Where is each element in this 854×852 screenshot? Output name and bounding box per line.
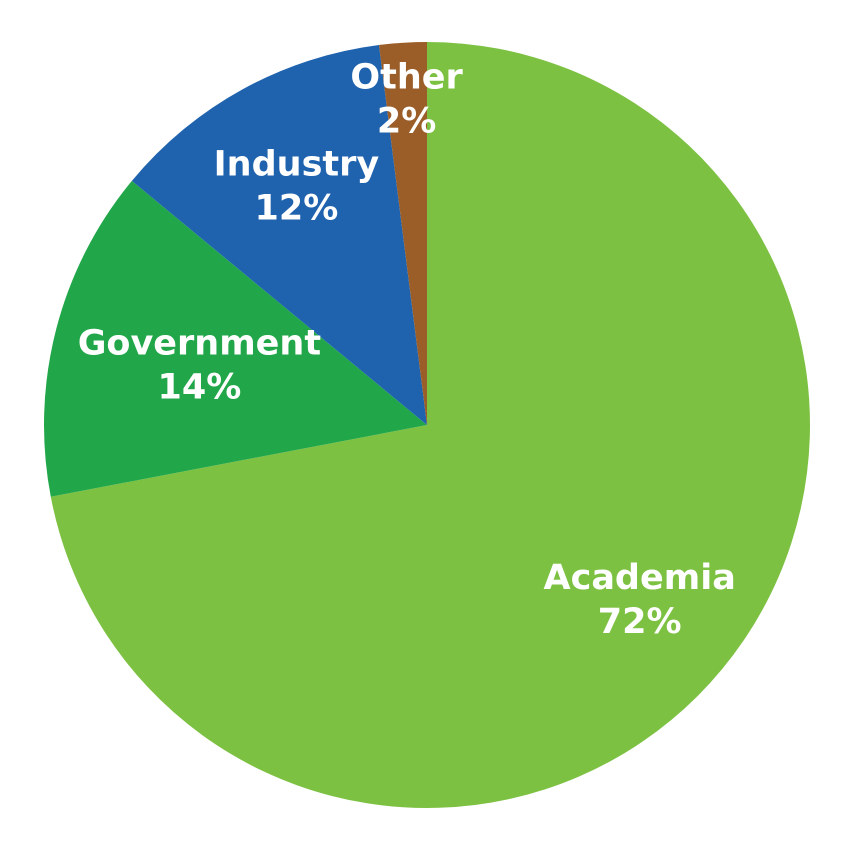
slice-label: Academia — [543, 558, 735, 598]
pie-slice — [131, 45, 427, 425]
pie-slice — [378, 42, 427, 425]
pie-slice — [50, 42, 811, 809]
slice-label: Government — [78, 324, 321, 364]
slice-label: Other — [350, 58, 463, 98]
pie-slice — [43, 180, 427, 497]
slice-value-label: 2% — [377, 102, 436, 142]
slice-value-label: 14% — [157, 368, 241, 408]
slice-value-label: 12% — [255, 189, 339, 229]
slice-label: Industry — [214, 145, 380, 185]
slice-value-label: 72% — [598, 602, 682, 642]
